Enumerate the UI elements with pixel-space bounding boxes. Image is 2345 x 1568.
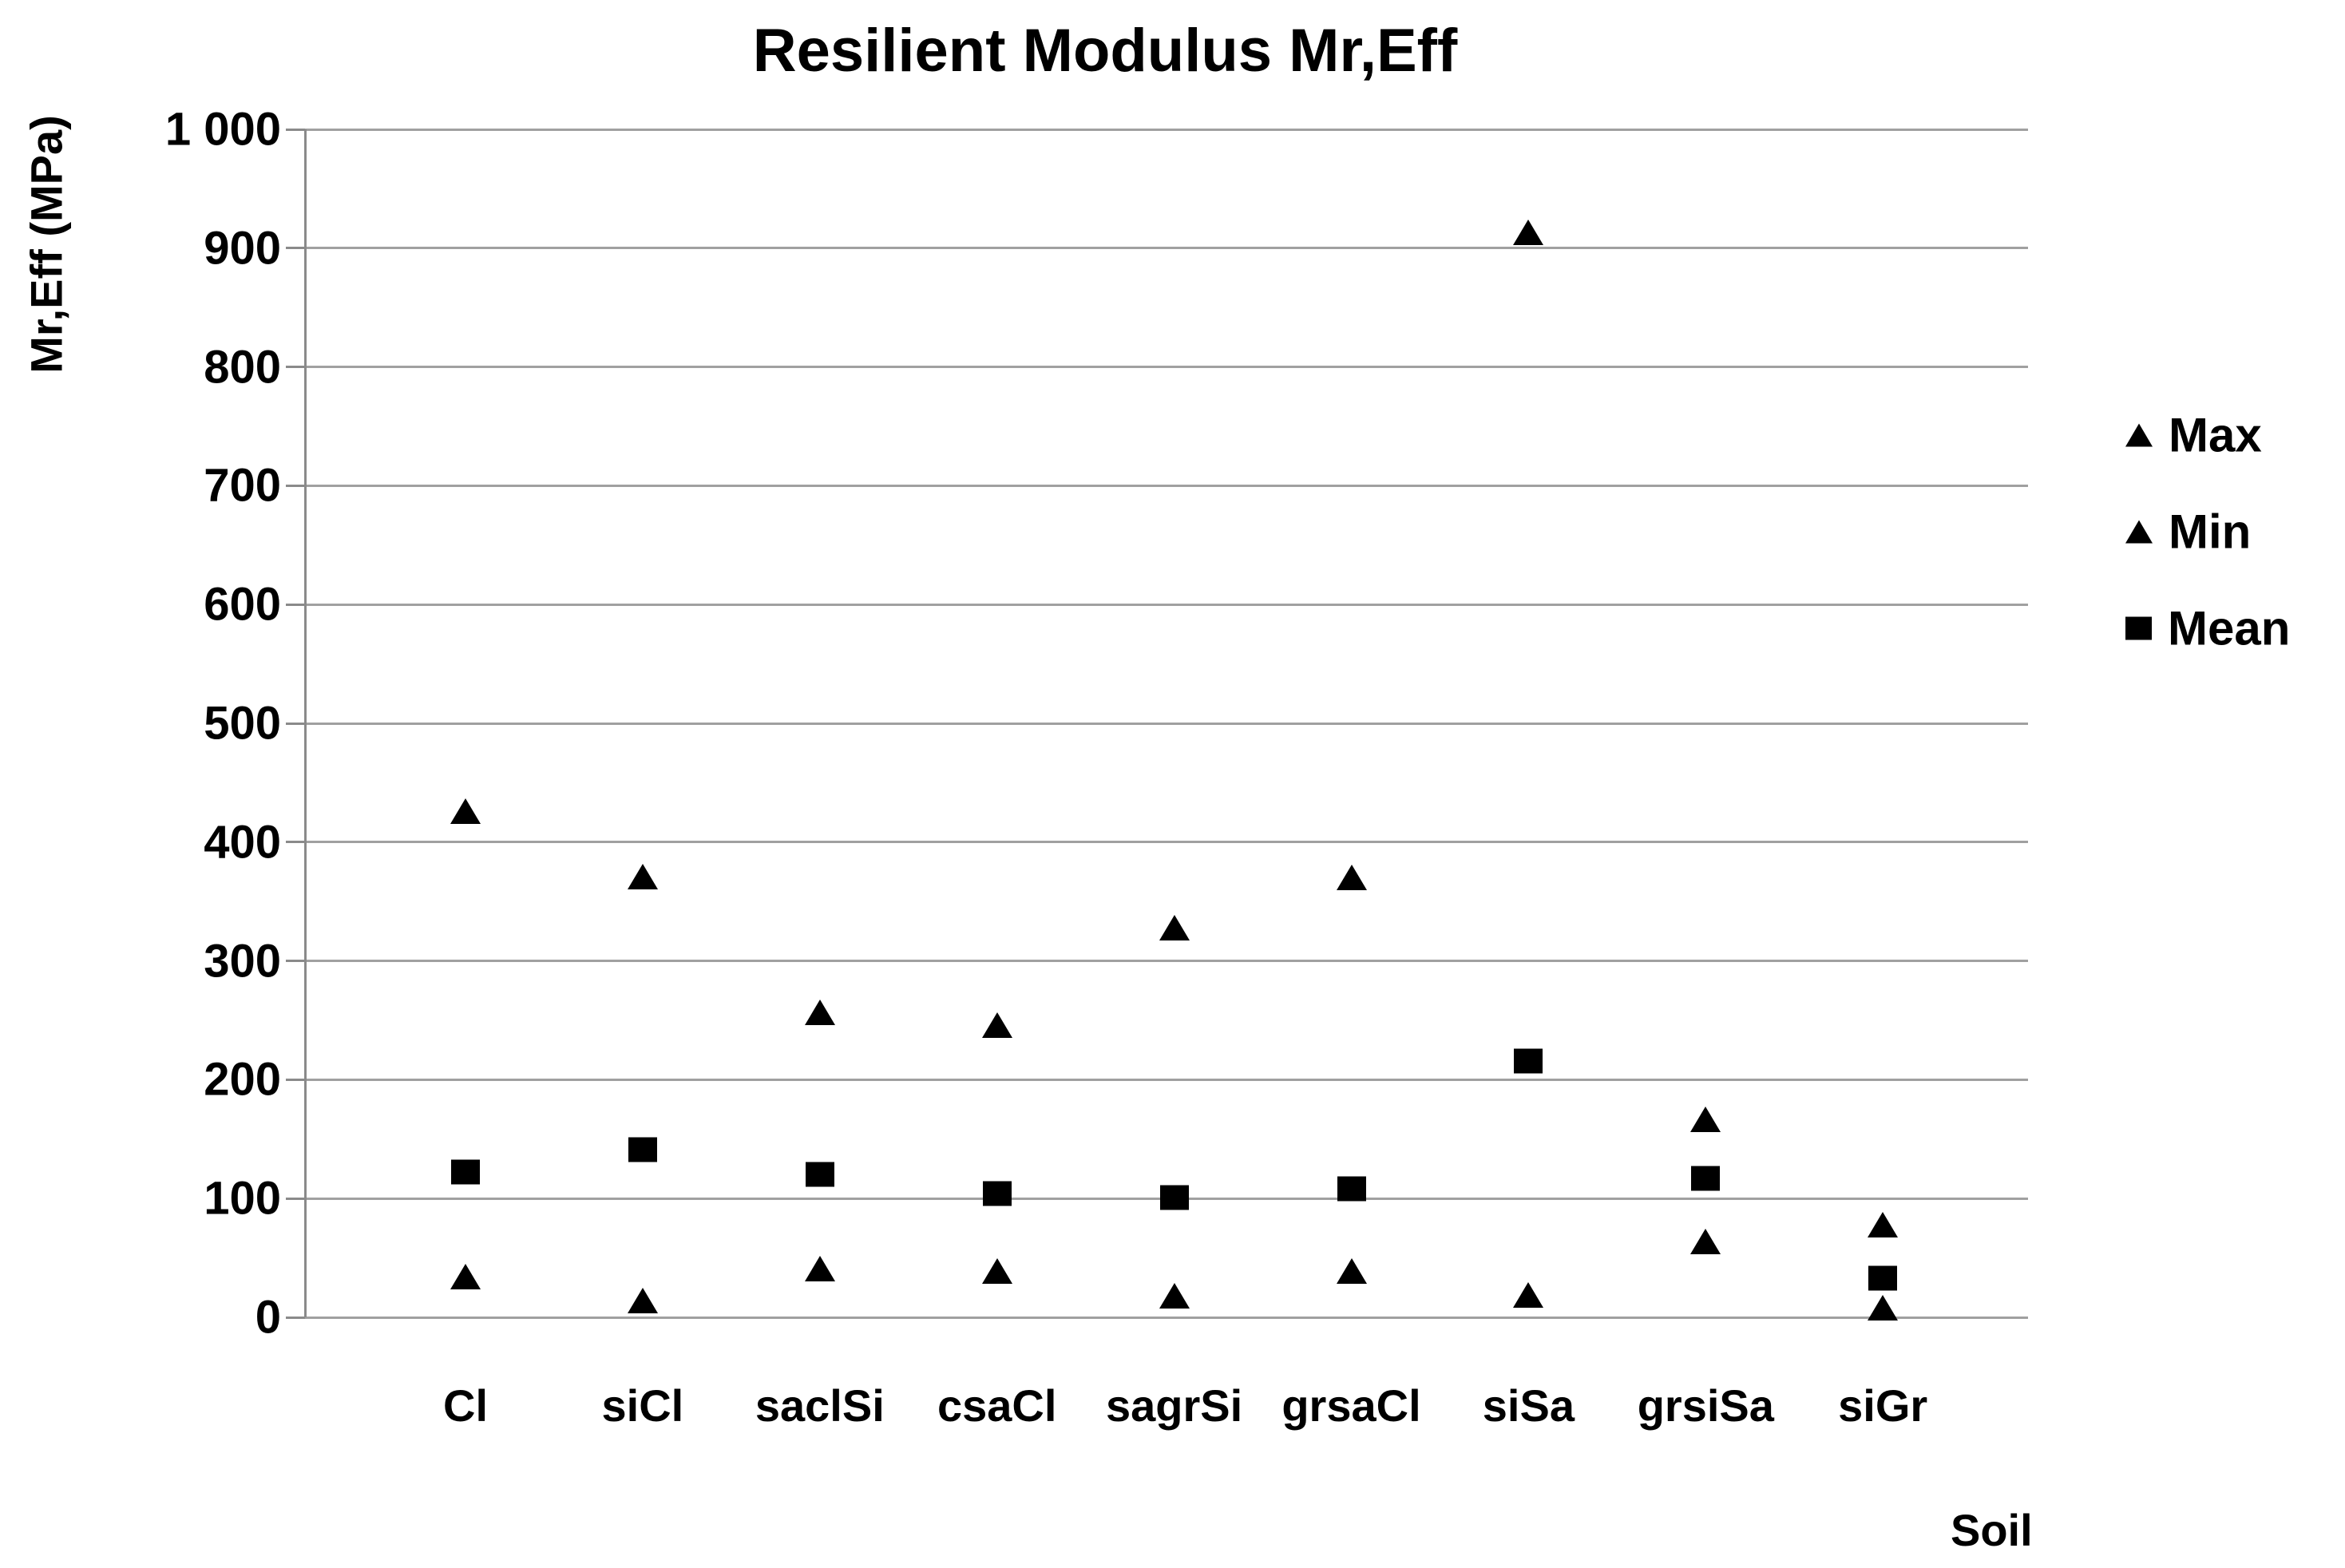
point-max-siSa [1513, 220, 1544, 246]
gridline-400 [305, 841, 2028, 844]
x-category-label-siGr: siGr [1838, 1380, 1928, 1431]
gridline-800 [305, 366, 2028, 369]
point-mean-grsiSa [1691, 1166, 1721, 1191]
point-max-Cl [450, 798, 481, 825]
point-min-siCl [627, 1288, 658, 1314]
point-max-csaCl [981, 1012, 1012, 1038]
point-min-siGr [1868, 1295, 1899, 1321]
triangle-marker-icon [2125, 423, 2153, 447]
point-min-csaCl [981, 1257, 1012, 1284]
gridline-300 [305, 960, 2028, 963]
triangle-marker-icon [2125, 520, 2153, 544]
y-axis-tick-300 [286, 960, 305, 963]
point-mean-grsaCl [1337, 1176, 1366, 1202]
point-min-grsaCl [1336, 1257, 1367, 1284]
y-tick-label-1000: 1 000 [164, 103, 281, 156]
gridline-900 [305, 247, 2028, 250]
y-tick-label-500: 500 [204, 697, 281, 750]
y-tick-label-400: 400 [204, 816, 281, 869]
point-min-sagrSi [1159, 1283, 1190, 1309]
y-tick-label-0: 0 [255, 1291, 281, 1344]
point-mean-Cl [451, 1159, 480, 1185]
y-axis-tick-700 [286, 484, 305, 487]
y-tick-label-600: 600 [204, 578, 281, 631]
gridline-200 [305, 1078, 2028, 1081]
point-min-siSa [1513, 1281, 1544, 1308]
point-mean-sagrSi [1159, 1185, 1189, 1210]
x-category-label-grsaCl: grsaCl [1281, 1380, 1421, 1431]
y-tick-label-700: 700 [204, 459, 281, 512]
gridline-600 [305, 603, 2028, 606]
y-tick-label-900: 900 [204, 222, 281, 275]
x-category-label-csaCl: csaCl [937, 1380, 1057, 1431]
point-max-grsaCl [1336, 865, 1367, 891]
y-axis-tick-900 [286, 247, 305, 250]
point-max-saclSi [804, 999, 835, 1025]
gridline-0 [305, 1316, 2028, 1319]
y-axis-tick-100 [286, 1197, 305, 1200]
gridline-500 [305, 722, 2028, 725]
point-max-siCl [627, 863, 658, 889]
y-axis-tick-500 [286, 722, 305, 725]
point-mean-siSa [1514, 1048, 1543, 1074]
chart-title: Resilient Modulus Mr,Eff [752, 17, 1458, 85]
y-axis-title: Mr,Eff (MPa) [21, 115, 72, 374]
y-axis-tick-400 [286, 841, 305, 844]
point-min-saclSi [804, 1255, 835, 1281]
y-axis-tick-800 [286, 366, 305, 369]
y-tick-label-100: 100 [204, 1172, 281, 1225]
x-category-label-Cl: Cl [443, 1380, 488, 1431]
legend-item-min: Min [2125, 505, 2251, 560]
point-mean-saclSi [805, 1162, 834, 1187]
square-marker-icon [2125, 616, 2152, 640]
y-axis-tick-0 [286, 1316, 305, 1319]
gridline-1000 [305, 128, 2028, 131]
x-category-label-siSa: siSa [1482, 1380, 1575, 1431]
point-max-grsiSa [1690, 1106, 1721, 1132]
point-mean-siCl [628, 1137, 657, 1162]
x-category-label-siCl: siCl [601, 1380, 684, 1431]
point-max-siGr [1868, 1211, 1899, 1237]
legend-item-max: Max [2125, 408, 2262, 463]
gridline-700 [305, 484, 2028, 487]
point-mean-csaCl [982, 1181, 1012, 1206]
y-tick-label-200: 200 [204, 1053, 281, 1106]
point-min-grsiSa [1690, 1228, 1721, 1254]
y-axis-tick-600 [286, 603, 305, 606]
y-tick-label-800: 800 [204, 341, 281, 394]
point-max-sagrSi [1159, 914, 1190, 940]
x-category-label-saclSi: saclSi [755, 1380, 885, 1431]
y-tick-label-300: 300 [204, 935, 281, 988]
y-axis-tick-200 [286, 1078, 305, 1081]
point-mean-siGr [1868, 1265, 1898, 1291]
legend-item-mean: Mean [2125, 601, 2290, 656]
legend-label-max: Max [2169, 408, 2262, 462]
y-axis-line [303, 129, 307, 1317]
legend-label-mean: Mean [2168, 601, 2291, 655]
legend-label-min: Min [2169, 505, 2252, 559]
x-axis-title: Soil [1951, 1505, 2033, 1555]
y-axis-tick-1000 [286, 128, 305, 131]
point-min-Cl [450, 1264, 481, 1290]
x-category-label-grsiSa: grsiSa [1637, 1380, 1774, 1431]
x-category-label-sagrSi: sagrSi [1105, 1380, 1243, 1431]
